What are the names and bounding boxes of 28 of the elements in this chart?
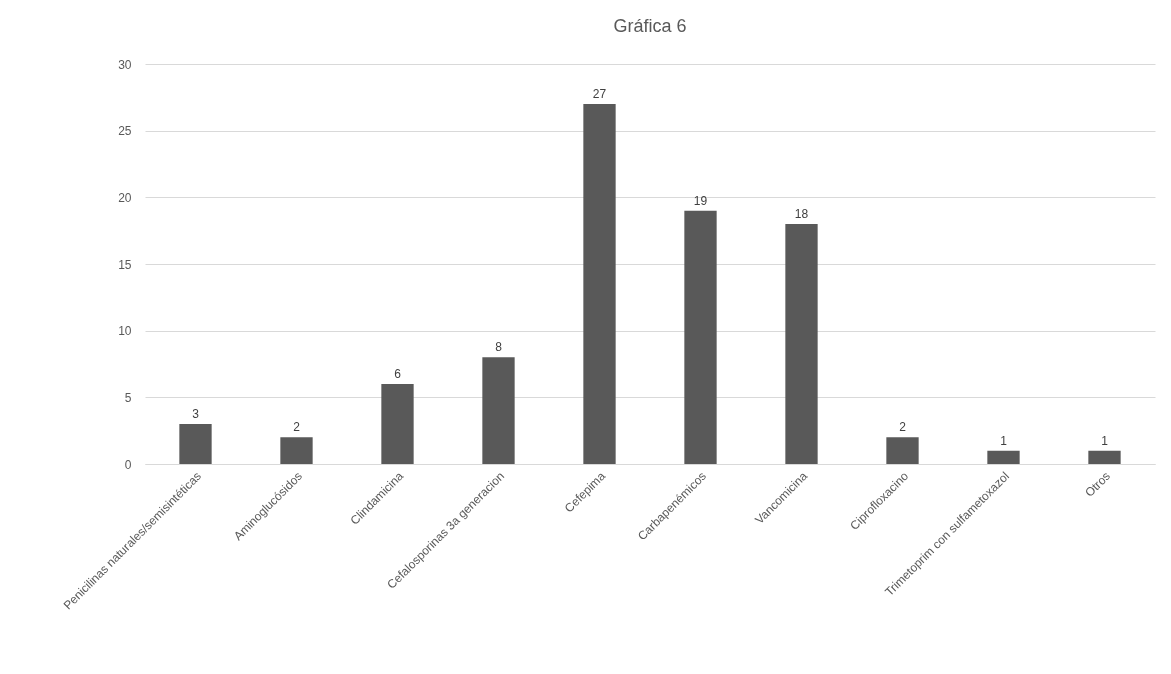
bar [280, 437, 313, 464]
data-label: 27 [592, 87, 607, 101]
data-label: 6 [394, 367, 402, 381]
data-label: 18 [794, 207, 809, 221]
y-tick-label: 30 [118, 57, 132, 72]
bar [381, 384, 414, 464]
bar [987, 450, 1020, 464]
data-label: 8 [495, 340, 503, 355]
bar [886, 437, 919, 464]
data-label: 2 [293, 420, 301, 435]
y-tick-label: 0 [124, 457, 132, 472]
bar [179, 424, 212, 464]
y-tick-label: 25 [118, 124, 132, 139]
data-label: 1 [1101, 433, 1109, 448]
bar [785, 224, 818, 464]
bar [583, 104, 616, 464]
bar [1088, 450, 1121, 464]
bar [684, 210, 717, 464]
data-label: 3 [192, 407, 200, 421]
y-tick-label: 20 [118, 190, 132, 205]
y-tick-label: 5 [124, 390, 132, 405]
data-label: 19 [693, 193, 708, 208]
y-tick-label: 10 [118, 324, 132, 339]
y-tick-label: 15 [118, 257, 132, 272]
bar [482, 357, 515, 464]
chart-title: Gráfica 6 [613, 16, 687, 36]
data-label: 1 [1000, 433, 1008, 448]
data-label: 2 [899, 420, 907, 435]
